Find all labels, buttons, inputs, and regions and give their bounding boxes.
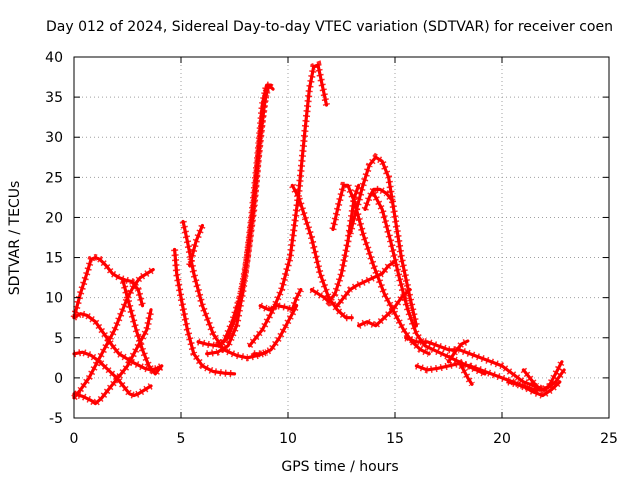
y-tick-label: 25 [45,170,63,186]
y-tick-label: 5 [54,331,63,347]
x-tick-label: 10 [279,431,297,447]
plot-frame [73,56,610,419]
y-tick-label: 20 [45,210,63,226]
y-tick-label: 40 [45,50,63,66]
series-track-13-markers [246,60,330,348]
y-tick-label: -5 [49,411,63,427]
series-track-16-markers [289,183,353,322]
series-track-20-markers [346,152,420,327]
series-track-1-markers [70,253,146,319]
x-tick-label: 20 [493,431,511,447]
series-group [70,60,567,409]
series-track-27 [457,360,474,386]
y-tick-label: 0 [54,371,63,387]
series-track-7-markers [171,249,235,378]
series-track-5 [72,268,155,400]
series-track-3-markers [73,348,153,400]
series-track-21-markers [357,287,413,330]
x-tick-label: 25 [600,431,618,447]
series-track-15 [258,288,303,312]
series-track-9-markers [186,224,206,267]
series-track-17-markers [309,184,362,307]
x-axis-label: GPS time / hours [281,459,398,475]
series-track-22-markers [361,185,396,211]
series-track-2-markers [72,309,164,374]
series-track-12 [222,87,269,344]
y-tick-label: 15 [45,251,63,267]
series-track-29 [506,380,562,398]
x-tick-label: 0 [70,431,79,447]
series-track-23-markers [370,191,487,378]
y-tick-label: 35 [45,90,63,106]
chart-title: Day 012 of 2024, Sidereal Day-to-day VTE… [46,19,613,35]
series-track-24-markers [404,334,547,394]
grid [74,57,609,418]
y-tick-label: 10 [45,291,63,307]
x-axis-ticks: 0 5 10 15 20 25 [70,57,618,447]
x-tick-label: 5 [177,431,186,447]
x-tick-label: 15 [386,431,404,447]
series-track-19 [335,260,397,308]
series-track-8-markers [179,220,268,362]
series-track-14-markers [253,304,300,358]
series-track-6-markers [119,280,165,380]
y-tick-label: 30 [45,130,63,146]
series-track-26-markers [445,337,470,364]
series-track-28-markers [520,360,565,395]
series-track-18-markers [329,181,431,357]
y-axis-ticks: -5 0 5 10 15 20 25 30 35 40 [45,50,609,427]
y-axis-label: SDTVAR / TECUs [7,181,23,296]
